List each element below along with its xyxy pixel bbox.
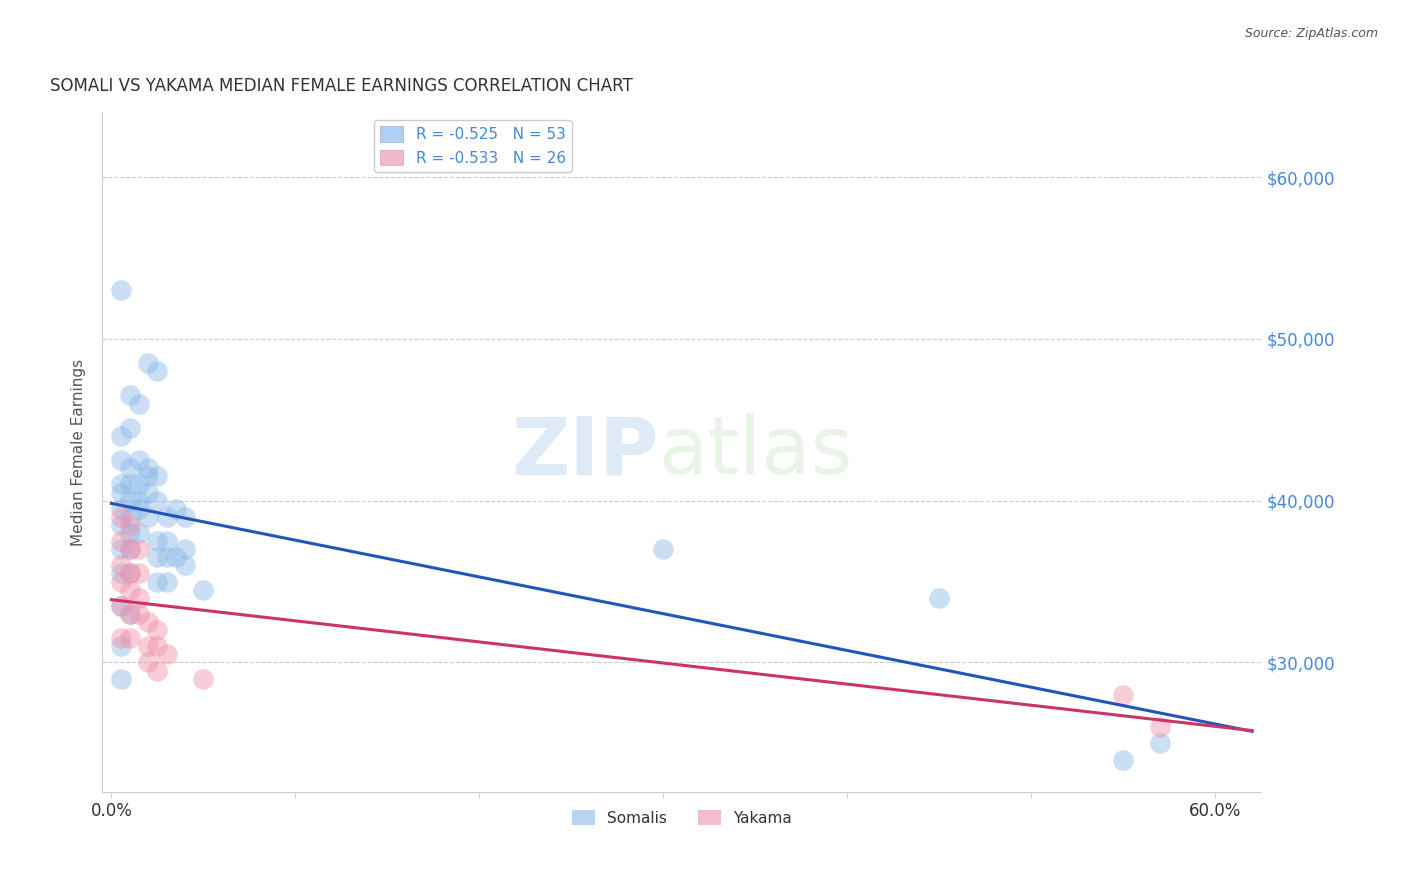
Point <box>174 509 197 524</box>
Point <box>118 421 141 435</box>
Point <box>136 469 159 483</box>
Text: SOMALI VS YAKAMA MEDIAN FEMALE EARNINGS CORRELATION CHART: SOMALI VS YAKAMA MEDIAN FEMALE EARNINGS … <box>51 78 633 95</box>
Point <box>136 615 159 629</box>
Point <box>128 396 150 410</box>
Point <box>146 623 169 637</box>
Point <box>146 664 169 678</box>
Point <box>118 493 141 508</box>
Point <box>110 631 132 645</box>
Point <box>110 599 132 613</box>
Point <box>1149 736 1171 750</box>
Point <box>136 485 159 500</box>
Point <box>110 574 132 589</box>
Point <box>928 591 950 605</box>
Point <box>1112 688 1135 702</box>
Point <box>118 461 141 475</box>
Point <box>118 517 141 532</box>
Point <box>128 591 150 605</box>
Point <box>118 607 141 621</box>
Point <box>136 640 159 654</box>
Point <box>110 477 132 491</box>
Point <box>146 493 169 508</box>
Point <box>193 672 215 686</box>
Point <box>118 582 141 597</box>
Point <box>118 566 141 581</box>
Text: ZIP: ZIP <box>512 413 658 491</box>
Point <box>118 477 141 491</box>
Point <box>128 542 150 557</box>
Point <box>110 640 132 654</box>
Point <box>128 501 150 516</box>
Point <box>110 542 132 557</box>
Point <box>146 469 169 483</box>
Y-axis label: Median Female Earnings: Median Female Earnings <box>72 359 86 546</box>
Point <box>136 356 159 370</box>
Point <box>146 640 169 654</box>
Point <box>110 283 132 297</box>
Point <box>165 501 187 516</box>
Point <box>146 550 169 565</box>
Point <box>146 364 169 378</box>
Point <box>110 672 132 686</box>
Point <box>128 477 150 491</box>
Point <box>652 542 675 557</box>
Point <box>118 542 141 557</box>
Point <box>110 501 132 516</box>
Point <box>136 509 159 524</box>
Point <box>110 485 132 500</box>
Point <box>1149 720 1171 734</box>
Point <box>118 509 141 524</box>
Point <box>174 542 197 557</box>
Point <box>128 526 150 541</box>
Point <box>136 656 159 670</box>
Point <box>110 517 132 532</box>
Point <box>110 599 132 613</box>
Point <box>165 550 187 565</box>
Point <box>155 534 177 549</box>
Point <box>118 566 141 581</box>
Point <box>193 582 215 597</box>
Legend: Somalis, Yakama: Somalis, Yakama <box>565 804 797 832</box>
Point <box>155 550 177 565</box>
Point <box>155 574 177 589</box>
Point <box>110 534 132 549</box>
Point <box>174 558 197 573</box>
Point <box>128 493 150 508</box>
Point <box>155 509 177 524</box>
Point <box>118 607 141 621</box>
Point <box>118 388 141 402</box>
Point <box>118 526 141 541</box>
Point <box>146 534 169 549</box>
Point <box>110 453 132 467</box>
Point <box>110 558 132 573</box>
Point <box>1112 753 1135 767</box>
Point <box>110 429 132 443</box>
Point <box>118 542 141 557</box>
Point <box>155 648 177 662</box>
Point <box>128 607 150 621</box>
Text: atlas: atlas <box>658 413 853 491</box>
Point <box>110 509 132 524</box>
Text: Source: ZipAtlas.com: Source: ZipAtlas.com <box>1244 27 1378 40</box>
Point <box>146 574 169 589</box>
Point <box>128 566 150 581</box>
Point <box>128 453 150 467</box>
Point <box>136 461 159 475</box>
Point <box>110 566 132 581</box>
Point <box>118 631 141 645</box>
